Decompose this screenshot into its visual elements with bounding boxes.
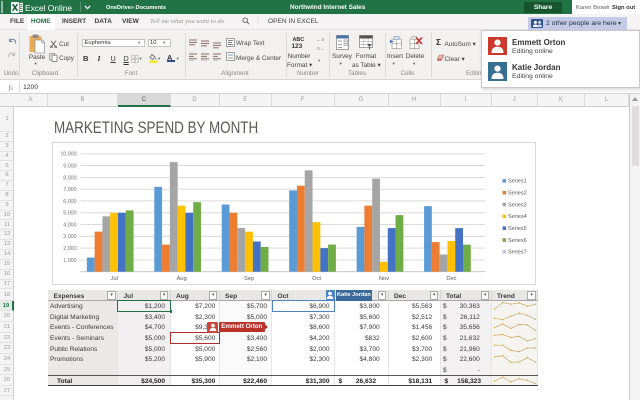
svg-text:Series5: Series5 (508, 226, 527, 232)
svg-text:Series1: Series1 (508, 179, 527, 185)
svg-text:Series7: Series7 (508, 250, 527, 256)
svg-text:Dec: Dec (446, 276, 456, 282)
svg-text:4,000: 4,000 (63, 222, 76, 228)
svg-text:9,000: 9,000 (63, 163, 76, 169)
svg-text:1,000: 1,000 (63, 258, 76, 264)
svg-text:7,000: 7,000 (63, 187, 76, 193)
svg-text:5,000: 5,000 (63, 211, 76, 217)
svg-text:10,000: 10,000 (60, 152, 76, 158)
svg-text:Sep: Sep (244, 276, 254, 282)
svg-text:Series4: Series4 (508, 214, 527, 220)
svg-text:8,000: 8,000 (63, 175, 76, 181)
svg-text:Oct: Oct (312, 276, 321, 282)
svg-text:Series2: Series2 (508, 190, 527, 196)
svg-text:6,000: 6,000 (63, 199, 76, 205)
svg-text:Series6: Series6 (508, 238, 527, 244)
svg-text:3,000: 3,000 (63, 234, 76, 240)
svg-text:Aug: Aug (177, 276, 187, 282)
svg-text:Jul: Jul (111, 276, 118, 282)
svg-text:Series3: Series3 (508, 202, 527, 208)
svg-text:Nov: Nov (379, 276, 389, 282)
svg-text:2,000: 2,000 (63, 246, 76, 252)
